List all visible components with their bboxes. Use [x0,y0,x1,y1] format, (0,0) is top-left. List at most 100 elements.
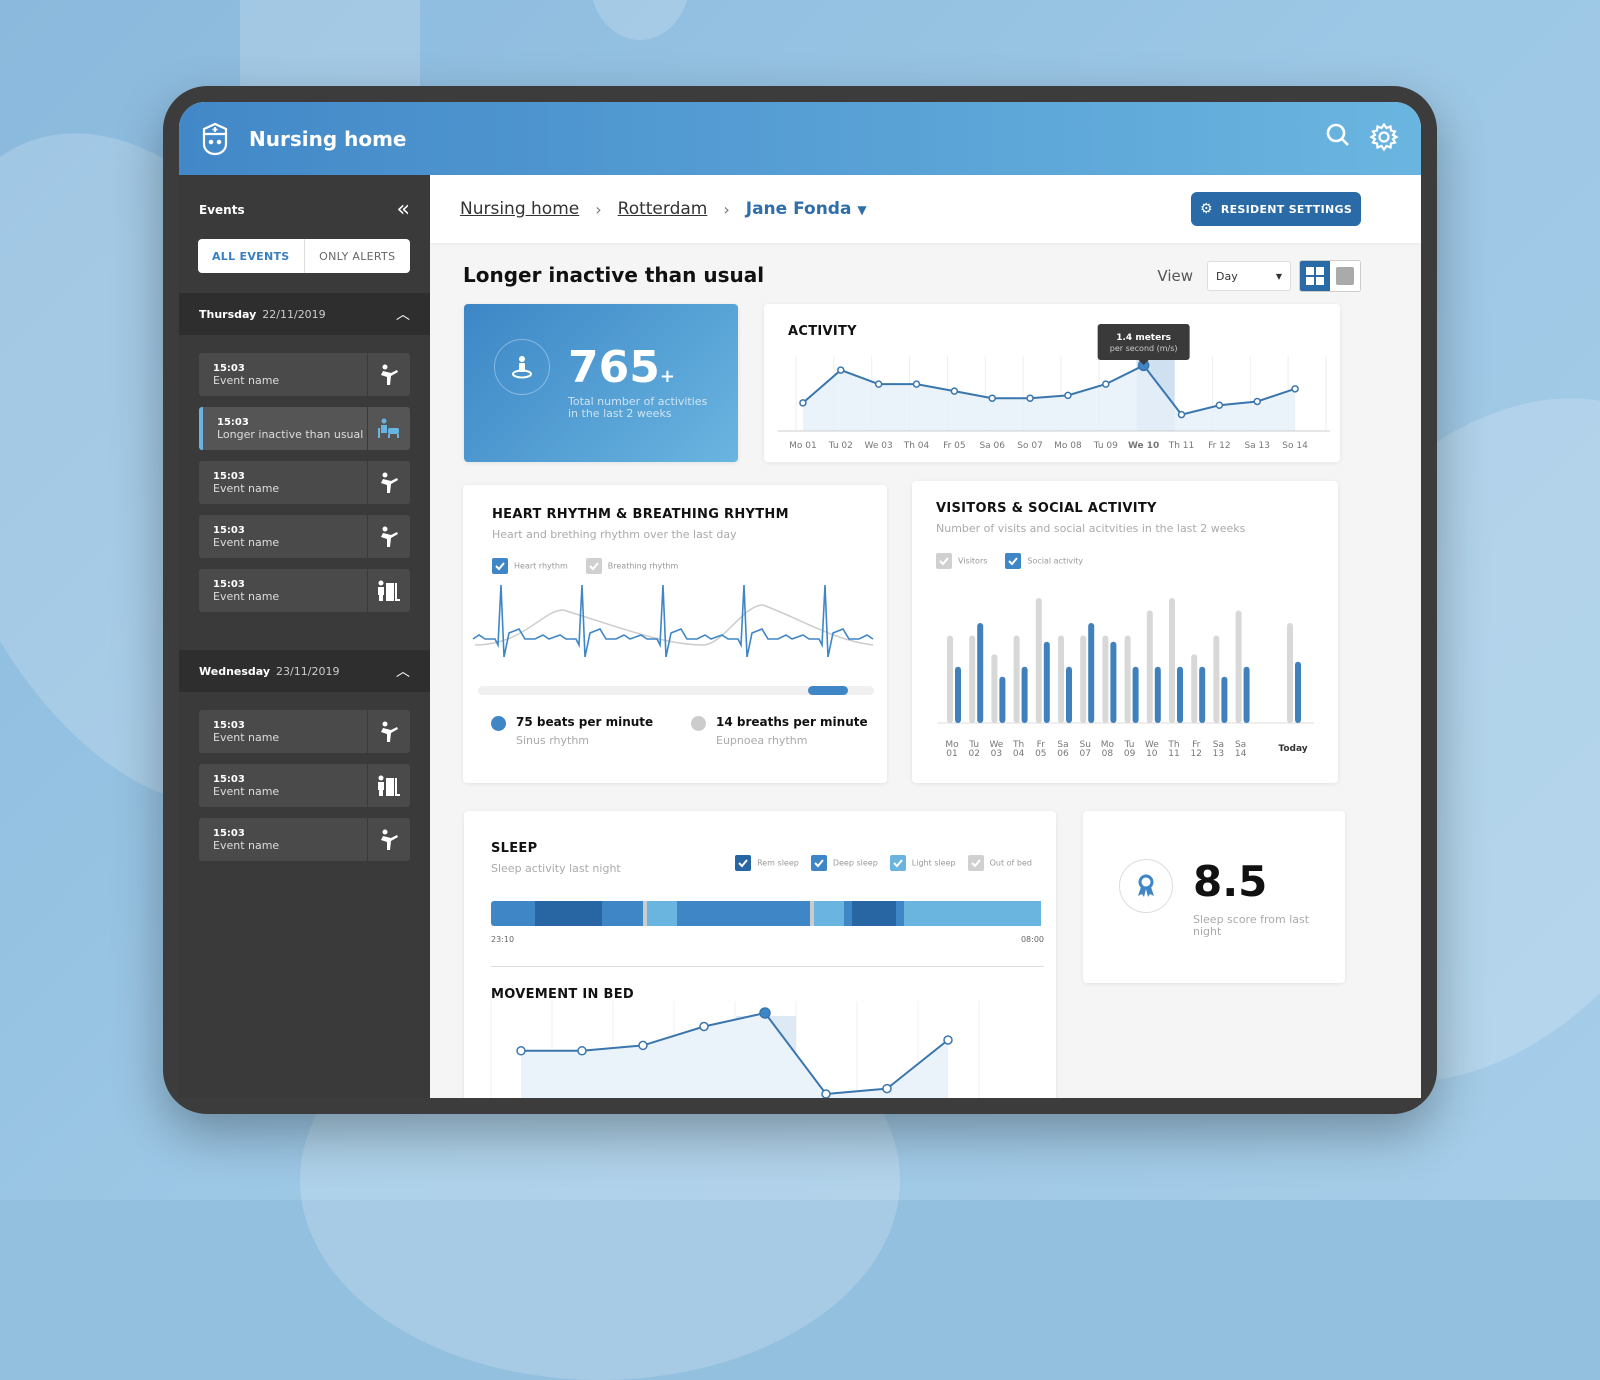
search-icon[interactable] [1325,122,1351,148]
event-name: Event name [213,481,280,495]
view-select[interactable]: Day ▼ [1207,261,1291,291]
chevron-right-icon: › [595,199,602,219]
svg-text:09: 09 [1124,749,1136,759]
social-activity-checkbox[interactable]: Social activity [1005,553,1083,569]
event-list-item[interactable]: 15:03 Event name [199,515,410,558]
app-title: Nursing home [249,126,407,151]
fall-icon [367,461,410,504]
event-list-item[interactable]: 15:03 Event name [199,764,410,807]
day-group-header[interactable]: Wednesday 23/11/2019 ︿ [179,650,430,692]
event-name: Event name [213,838,280,852]
timeline-scrollbar[interactable] [478,686,874,695]
scrollbar-thumb[interactable] [808,686,848,695]
kpi-description: Total number of activities in the last 2… [568,395,708,420]
all-events-tab[interactable]: ALL EVENTS [198,239,305,273]
activity-line-chart[interactable]: Mo 01 Tu 02 We 03 Th 04 Fr 05 Sa 06 So 07 Mo 08… [764,304,1340,462]
svg-text:Fr 05: Fr 05 [943,441,966,451]
sleep-legend-checkbox[interactable]: Rem sleep [735,855,799,871]
heart-subtitle: Heart and brething rhythm over the last … [492,528,737,541]
svg-text:01: 01 [946,749,957,759]
chevron-right-icon: › [723,199,730,219]
door-exit-icon [367,764,410,807]
sleep-segment-rem [535,901,602,926]
svg-text:We: We [1145,740,1159,750]
resident-selector[interactable]: Jane Fonda ▼ [745,199,867,219]
event-time: 15:03 [213,578,245,590]
svg-text:12: 12 [1190,749,1201,759]
sleep-legend-checkbox[interactable]: Out of bed [967,855,1032,871]
breadcrumb-rotterdam[interactable]: Rotterdam [617,199,708,219]
person-location-icon [494,339,550,395]
event-list-item[interactable]: 15:03 Event name [199,818,410,861]
heart-rate-stat: 75 beats per minute Sinus rhythm [491,715,653,748]
breadcrumb-nursing-home[interactable]: Nursing home [460,199,580,219]
double-chevron-left-icon[interactable]: « [396,197,410,222]
svg-text:Sa 06: Sa 06 [979,441,1005,451]
heart-rhythm-checkbox[interactable]: Heart rhythm [492,558,568,574]
event-name: Event name [213,373,280,387]
event-list-item[interactable]: 15:03 Longer inactive than usual [199,407,410,450]
fall-icon [367,353,410,396]
sleep-segment-deep [491,901,536,926]
svg-text:07: 07 [1079,749,1090,759]
svg-text:Tu: Tu [1124,740,1135,750]
sidebar-title: Events [199,203,245,217]
event-name: Longer inactive than usual [217,427,364,441]
svg-text:Tu 02: Tu 02 [828,441,853,451]
svg-text:Sa: Sa [1235,740,1246,750]
sleep-segment-deep [895,901,905,926]
chevron-up-icon[interactable]: ︿ [396,664,410,680]
sleep-legend-checkbox[interactable]: Deep sleep [810,855,878,871]
view-controls: View Day ▼ [1157,260,1361,292]
sleep-segment-rem [851,901,896,926]
svg-text:10: 10 [1146,749,1158,759]
caret-down-icon: ▼ [857,203,867,217]
fall-icon [367,515,410,558]
svg-text:Mo 08: Mo 08 [1054,441,1082,451]
svg-text:Sa 13: Sa 13 [1244,441,1270,451]
event-time: 15:03 [213,719,245,731]
fall-icon [367,818,410,861]
sleep-legend-checkbox[interactable]: Light sleep [889,855,956,871]
sleep-segment-light [646,901,678,926]
sleep-segment-out [810,901,814,926]
gear-icon[interactable] [1369,122,1399,152]
svg-text:03: 03 [991,749,1002,759]
activity-title: ACTIVITY [788,324,857,339]
single-view-toggle[interactable] [1330,261,1360,291]
sleep-segment-deep [601,901,644,926]
event-list-item[interactable]: 15:03 Event name [199,461,410,504]
resident-settings-button[interactable]: ⚙ RESIDENT SETTINGS [1191,192,1361,226]
svg-text:06: 06 [1057,749,1069,759]
sleep-segment-deep [844,901,852,926]
event-list-item[interactable]: 15:03 Event name [199,569,410,612]
svg-text:Th: Th [1167,740,1179,750]
grid-view-toggle[interactable] [1300,261,1330,291]
view-label: View [1157,267,1193,285]
activity-kpi-card: 765+ Total number of activities in the l… [464,304,738,462]
event-time: 15:03 [217,416,249,428]
sleep-card: SLEEP Sleep activity last night Rem slee… [464,811,1056,1098]
svg-text:13: 13 [1213,749,1224,759]
sleep-end-time: 08:00 [1020,935,1044,944]
event-name: Event name [213,784,280,798]
event-time: 15:03 [213,773,245,785]
chevron-up-icon[interactable]: ︿ [396,307,410,323]
event-list-item[interactable]: 15:03 Event name [199,353,410,396]
only-alerts-tab[interactable]: ONLY ALERTS [319,249,396,263]
event-list-item[interactable]: 15:03 Event name [199,710,410,753]
breathing-rhythm-checkbox[interactable]: Breathing rhythm [585,558,678,574]
sleep-timeline-bar[interactable] [491,901,1044,926]
event-name: Event name [213,589,280,603]
movement-line-chart[interactable] [464,991,1056,1098]
svg-text:Fr: Fr [1192,740,1201,750]
square-icon [1336,267,1354,285]
movement-title: MOVEMENT IN BED [491,987,634,1002]
main-content: Nursing home › Rotterdam › Jane Fonda ▼ … [430,175,1421,1098]
nurse-logo-icon [202,122,228,155]
day-group-header[interactable]: Thursday 22/11/2019 ︿ [179,293,430,335]
svg-text:We 03: We 03 [865,441,893,451]
visitors-checkbox[interactable]: Visitors [936,553,987,569]
event-filter-toggle: ALL EVENTS ONLY ALERTS [198,239,410,273]
sleep-score-card: 8.5 Sleep score from last night [1083,811,1345,983]
